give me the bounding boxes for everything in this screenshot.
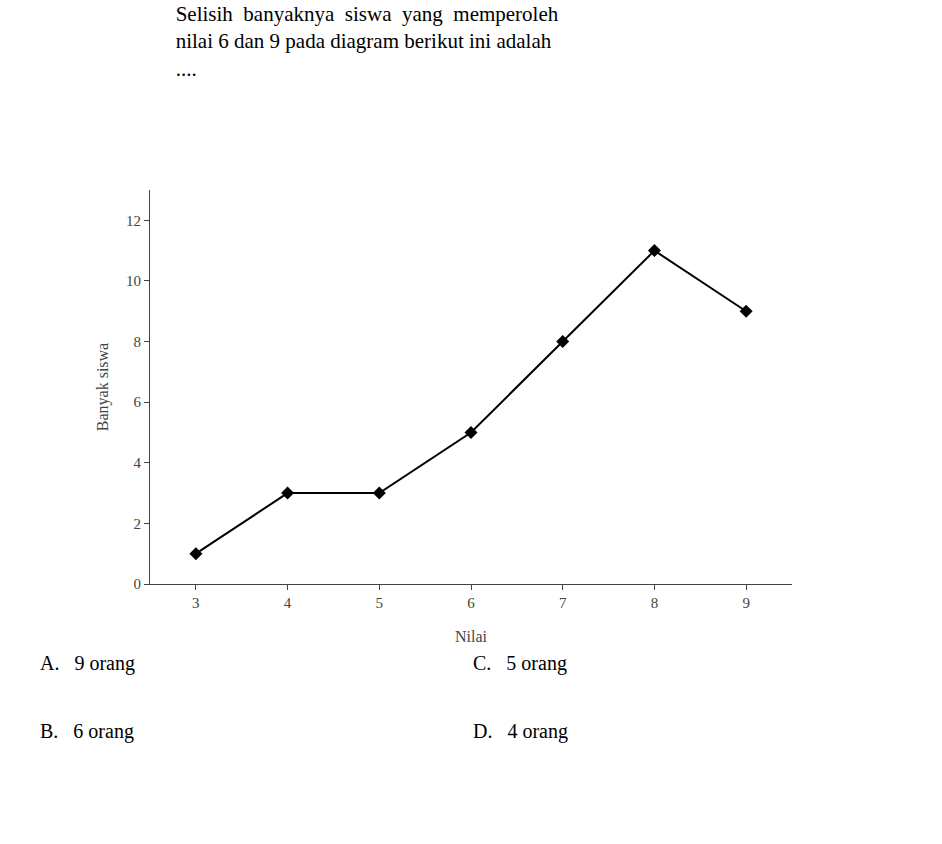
svg-text:12: 12 — [126, 213, 141, 229]
svg-text:4: 4 — [134, 455, 142, 471]
svg-text:0: 0 — [134, 576, 142, 592]
svg-text:7: 7 — [559, 595, 567, 611]
svg-text:C. 5 orang: C. 5 orang — [473, 652, 567, 675]
svg-text:10: 10 — [126, 273, 141, 289]
svg-text:D. 4 orang: D. 4 orang — [473, 720, 568, 743]
svg-text:B. 6 orang: B. 6 orang — [40, 720, 134, 743]
svg-text:6: 6 — [467, 595, 475, 611]
svg-text:8: 8 — [651, 595, 659, 611]
svg-text:8: 8 — [134, 334, 142, 350]
svg-text:2: 2 — [134, 516, 142, 532]
svg-text:6: 6 — [134, 394, 142, 410]
svg-text:4: 4 — [284, 595, 292, 611]
svg-text:Banyak siswa: Banyak siswa — [94, 343, 112, 431]
svg-text:Selisih banyaknya siswa yan: Selisih banyaknya siswa yang memperolehn… — [176, 2, 559, 81]
svg-text:5: 5 — [376, 595, 384, 611]
svg-text:3: 3 — [192, 595, 200, 611]
svg-text:Nilai: Nilai — [455, 628, 488, 645]
svg-text:9: 9 — [742, 595, 750, 611]
svg-text:A. 9 orang: A. 9 orang — [40, 652, 135, 675]
